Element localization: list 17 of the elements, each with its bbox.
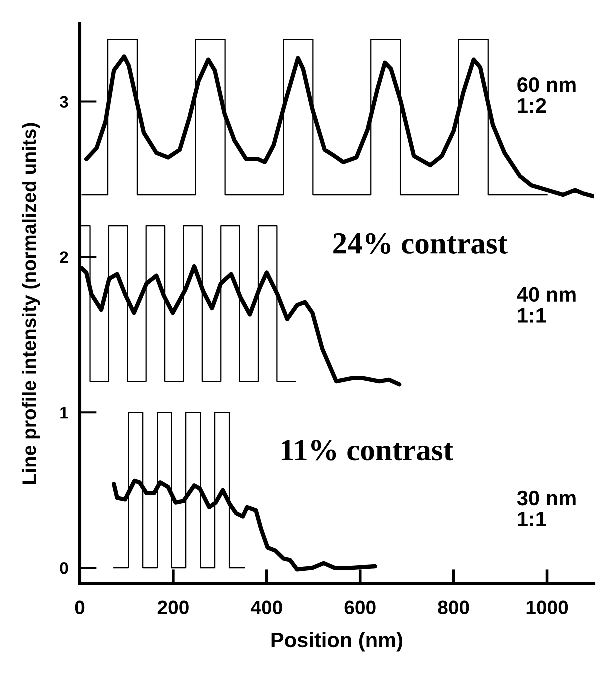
y-tick-label: 3: [60, 96, 68, 108]
x-tick-label: 400: [250, 600, 282, 615]
annotation: 11% contrast: [282, 440, 454, 461]
x-tick-label: 1000: [526, 600, 568, 615]
y-axis-title: Line profile intensity (normalized units): [22, 123, 40, 484]
x-axis-title: Position (nm): [272, 632, 403, 652]
y-tick-label: 2: [60, 252, 68, 264]
x-tick-label: 200: [158, 600, 189, 615]
x-tick-label: 0: [75, 600, 85, 615]
y-tick-label: 0: [60, 562, 68, 574]
annotation: 40 nm 1:1: [517, 287, 576, 323]
x-tick-label: 600: [344, 600, 376, 615]
annotation: 60 nm 1:2: [518, 77, 576, 113]
annotation: 30 nm 1:1: [517, 490, 576, 526]
y-tick-label: 1: [60, 407, 68, 419]
annotation: 24% contrast: [334, 233, 508, 254]
x-tick-label: 800: [438, 600, 470, 615]
